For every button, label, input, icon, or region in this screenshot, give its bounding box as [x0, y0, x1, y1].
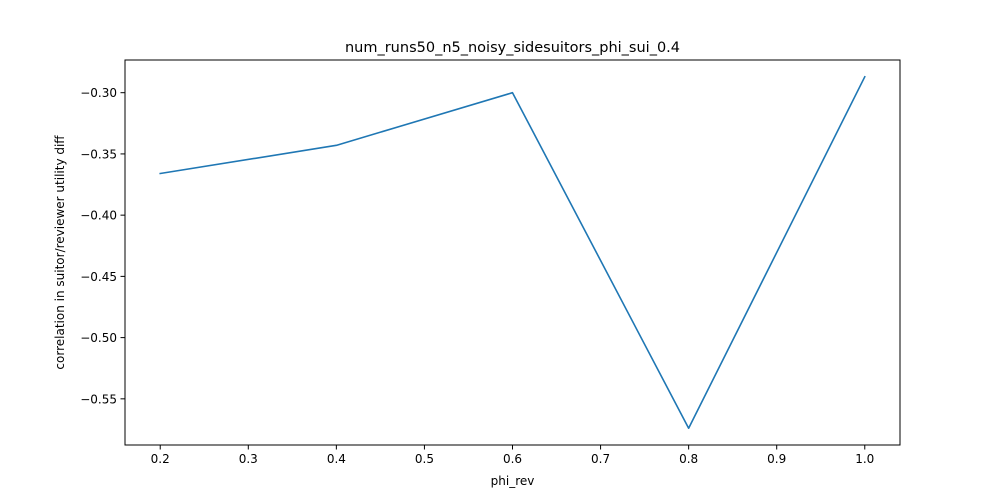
x-axis-label: phi_rev	[491, 474, 535, 488]
chart-title: num_runs50_n5_noisy_sidesuitors_phi_sui_…	[345, 40, 680, 56]
x-tick-label: 1.0	[855, 452, 874, 466]
x-tick-label: 0.6	[503, 452, 522, 466]
axes-frame	[124, 59, 901, 446]
y-tick-label: −0.30	[80, 86, 117, 100]
y-tick-label: −0.40	[80, 209, 117, 223]
x-tick-label: 0.4	[327, 452, 346, 466]
series-line	[159, 75, 866, 430]
x-tick-label: 0.2	[151, 452, 170, 466]
y-tick-label: −0.45	[80, 270, 117, 284]
y-axis-label: correlation in suitor/reviewer utility d…	[53, 135, 67, 370]
x-tick-label: 0.8	[679, 452, 698, 466]
y-tick-label: −0.50	[80, 331, 117, 345]
x-tick-label: 0.9	[767, 452, 786, 466]
y-tick-label: −0.35	[80, 147, 117, 161]
x-tick-label: 0.5	[415, 452, 434, 466]
x-tick-label: 0.7	[591, 452, 610, 466]
axis-ticks: 0.2 0.3 0.4 0.5 0.6 0.7 0.8 0.9 1.0 −0.30 −0.35 −0.…	[80, 86, 874, 466]
x-tick-label: 0.3	[239, 452, 258, 466]
y-tick-label: −0.55	[80, 392, 117, 406]
plot-area	[159, 75, 866, 430]
